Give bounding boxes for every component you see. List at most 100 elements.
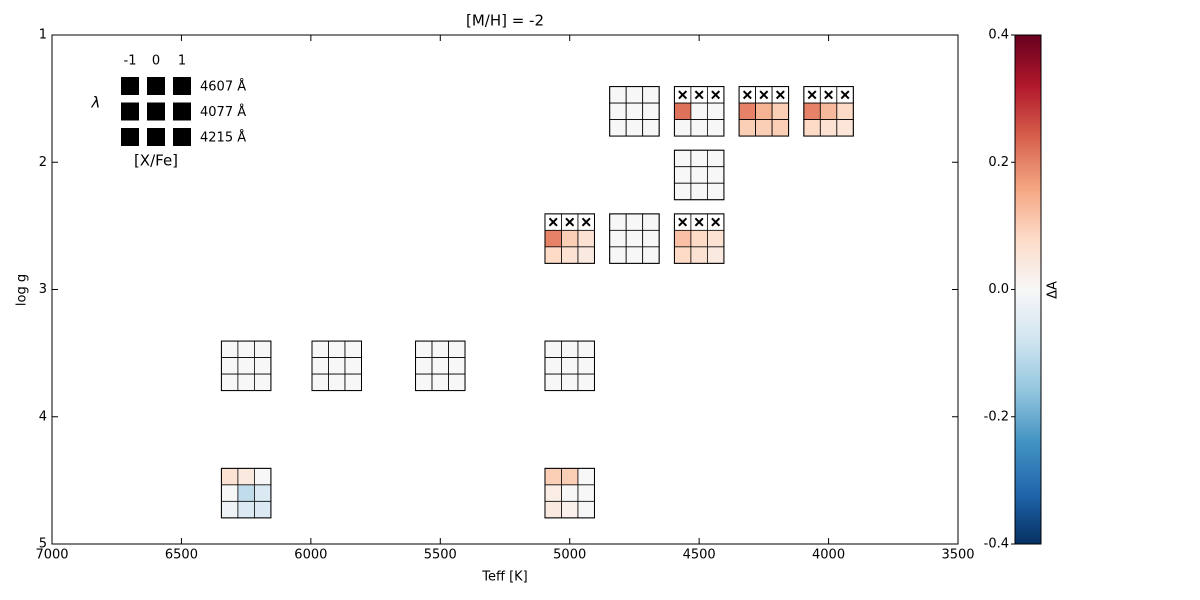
missing-marker <box>581 217 591 227</box>
grid-cell <box>706 119 725 137</box>
grid-cell <box>220 373 239 392</box>
grid-cell <box>561 467 579 486</box>
grid-cell <box>625 213 644 231</box>
grid-cell <box>690 229 708 248</box>
grid-cell <box>561 229 579 248</box>
mini-grid <box>673 149 725 201</box>
missing-marker <box>840 90 850 100</box>
grid-cell <box>673 119 692 137</box>
grid-cell <box>771 119 790 137</box>
grid-cell <box>690 149 708 168</box>
x-tick-label: 6000 <box>294 548 327 563</box>
grid-outline <box>544 467 595 519</box>
key-square <box>173 128 191 146</box>
grid-cell <box>690 182 708 201</box>
grid-cell <box>220 467 239 486</box>
y-tick-label: 5 <box>39 537 47 552</box>
grid-cell <box>819 119 838 137</box>
grid-cell <box>328 373 346 392</box>
grid-cell <box>642 213 660 231</box>
grid-outline <box>415 340 466 392</box>
grid-cell <box>220 357 239 375</box>
grid-cell <box>738 119 757 137</box>
grid-outline <box>220 340 272 392</box>
grid-cell <box>237 467 255 486</box>
mini-grid <box>609 86 660 137</box>
missing-marker <box>807 90 817 100</box>
missing-marker <box>565 217 575 227</box>
grid-cell <box>690 246 708 264</box>
missing-marker <box>759 90 769 100</box>
grid-cell <box>625 246 644 264</box>
grid-outline <box>220 467 272 519</box>
x-tick-label: 5000 <box>553 548 586 563</box>
missing-marker <box>678 217 688 227</box>
grid-cell <box>561 246 579 264</box>
key-row-label: 4215 Å <box>200 130 246 146</box>
grid-cell <box>253 357 272 375</box>
grid-cell <box>706 182 725 201</box>
colorbar-tick-label: -0.2 <box>984 409 1009 424</box>
grid-cell <box>253 373 272 392</box>
mini-grid <box>220 340 272 392</box>
grid-cell <box>577 229 595 248</box>
mini-grid <box>544 213 595 264</box>
grid-cell <box>738 102 757 120</box>
grid-cell <box>836 102 854 120</box>
grid-cell <box>803 119 821 137</box>
grid-cell <box>237 340 255 359</box>
key-label: [X/Fe] <box>134 152 178 170</box>
x-tick-label: 7000 <box>35 548 68 563</box>
grid-cell <box>642 86 660 104</box>
chart-title: [M/H] = -2 <box>466 12 544 30</box>
grid-cell <box>577 467 595 486</box>
grid-cell <box>609 229 627 248</box>
grid-cell <box>544 340 562 359</box>
grid-cell <box>609 246 627 264</box>
key-square <box>173 102 191 121</box>
mini-grid <box>544 340 595 392</box>
key-square <box>121 77 139 95</box>
colorbar <box>1014 34 1042 545</box>
grid-cell <box>706 166 725 184</box>
x-axis-label: Teff [K] <box>481 570 528 585</box>
grid-outline <box>609 86 660 137</box>
colorbar-tick-label: 0.0 <box>988 282 1009 297</box>
grid-cell <box>642 229 660 248</box>
grid-cell <box>311 340 329 359</box>
missing-marker <box>694 90 704 100</box>
key-column-label: -1 <box>124 54 137 69</box>
y-tick-label: 3 <box>39 282 47 297</box>
y-tick-label: 4 <box>39 409 47 424</box>
grid-cell <box>673 182 692 201</box>
grid-cell <box>577 246 595 264</box>
grid-cell <box>311 373 329 392</box>
grid-outline <box>544 213 595 264</box>
missing-marker <box>824 90 834 100</box>
mini-grid <box>220 467 272 519</box>
missing-marker <box>711 90 721 100</box>
key-square <box>147 102 165 121</box>
grid-cell <box>448 340 466 359</box>
grid-cell <box>448 373 466 392</box>
grid-cell <box>706 102 725 120</box>
grid-cell <box>706 149 725 168</box>
colorbar-tick-label: 0.4 <box>988 28 1009 43</box>
key-column-label: 1 <box>178 54 186 69</box>
grid-cell <box>609 86 627 104</box>
missing-marker <box>548 217 558 227</box>
grid-cell <box>237 373 255 392</box>
grid-cell <box>544 467 562 486</box>
grid-cell <box>253 484 272 502</box>
grid-cell <box>344 373 362 392</box>
key-symbol: λ <box>91 94 101 112</box>
mini-grid <box>673 86 725 137</box>
colorbar-tick-label: 0.2 <box>988 155 1009 170</box>
missing-marker <box>678 90 688 100</box>
grid-cell <box>803 102 821 120</box>
grid-cell <box>431 373 449 392</box>
grid-cell <box>544 500 562 519</box>
grid-cell <box>328 357 346 375</box>
